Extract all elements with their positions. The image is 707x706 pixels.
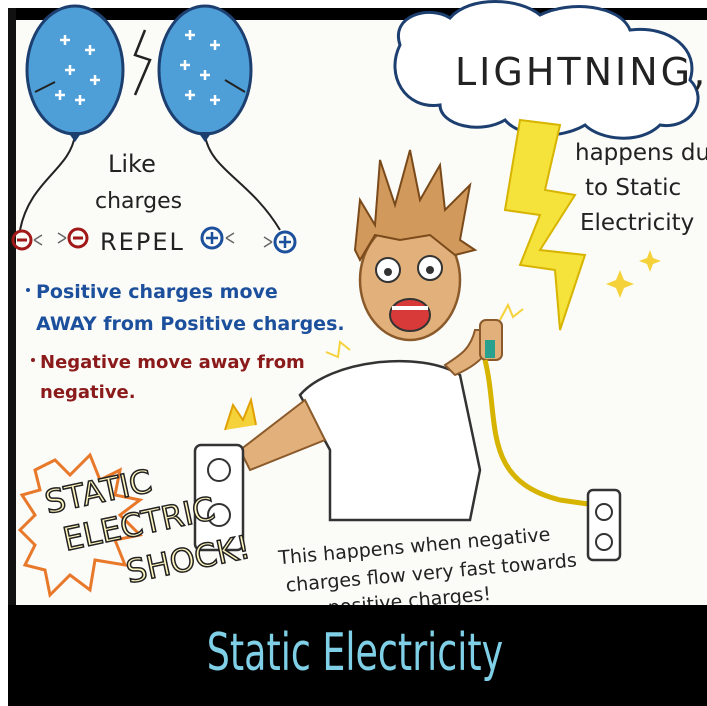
cloud-text: LIGHTNING, <box>455 50 707 94</box>
negative-note-line: Negative move away from <box>40 352 305 373</box>
lightning-note-line: happens due <box>575 140 707 166</box>
bullet <box>31 358 35 362</box>
lightning-note-line: to Static <box>585 175 681 201</box>
balloons-label-line: Like <box>108 150 156 178</box>
balloons-label-line: charges <box>95 189 182 214</box>
negative-note-line: negative. <box>40 382 136 403</box>
left-border <box>8 8 16 608</box>
page: {"poster": { "cloud_text": "LIGHTNING,",… <box>0 0 707 706</box>
screenshot: LIGHTNING, happens due to Static Electri… <box>0 0 707 706</box>
banner-title: Static Electricity <box>207 621 503 682</box>
lightning-note-line: Electricity <box>580 210 694 236</box>
positive-note-line: Positive charges move <box>36 281 278 303</box>
bullet <box>26 288 30 292</box>
balloons-label-line: REPEL <box>100 228 185 256</box>
positive-note-line: AWAY from Positive charges. <box>36 313 345 335</box>
